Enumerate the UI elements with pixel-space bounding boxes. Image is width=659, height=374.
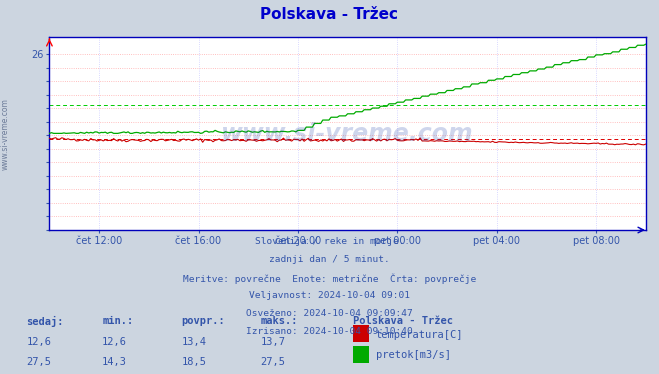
Text: 12,6: 12,6: [26, 337, 51, 347]
Text: Osveženo: 2024-10-04 09:09:47: Osveženo: 2024-10-04 09:09:47: [246, 309, 413, 318]
Text: 13,7: 13,7: [260, 337, 285, 347]
Text: Slovenija / reke in morje.: Slovenija / reke in morje.: [255, 237, 404, 246]
Text: 13,4: 13,4: [181, 337, 206, 347]
Text: Polskava - Tržec: Polskava - Tržec: [353, 316, 453, 326]
Text: Veljavnost: 2024-10-04 09:01: Veljavnost: 2024-10-04 09:01: [249, 291, 410, 300]
Text: zadnji dan / 5 minut.: zadnji dan / 5 minut.: [269, 255, 390, 264]
Text: Polskava - Tržec: Polskava - Tržec: [260, 7, 399, 22]
Text: pretok[m3/s]: pretok[m3/s]: [376, 350, 451, 360]
Text: 18,5: 18,5: [181, 357, 206, 367]
Text: 12,6: 12,6: [102, 337, 127, 347]
Text: 14,3: 14,3: [102, 357, 127, 367]
Text: maks.:: maks.:: [260, 316, 298, 326]
Text: 27,5: 27,5: [260, 357, 285, 367]
Text: min.:: min.:: [102, 316, 133, 326]
Text: 27,5: 27,5: [26, 357, 51, 367]
Text: temperatura[C]: temperatura[C]: [376, 330, 463, 340]
Text: Meritve: povrečne  Enote: metrične  Črta: povprečje: Meritve: povrečne Enote: metrične Črta: …: [183, 273, 476, 284]
Text: www.si-vreme.com: www.si-vreme.com: [221, 122, 474, 146]
Text: povpr.:: povpr.:: [181, 316, 225, 326]
Text: www.si-vreme.com: www.si-vreme.com: [1, 98, 10, 170]
Text: Izrisano: 2024-10-04 09:10:40: Izrisano: 2024-10-04 09:10:40: [246, 327, 413, 336]
Text: sedaj:: sedaj:: [26, 316, 64, 327]
